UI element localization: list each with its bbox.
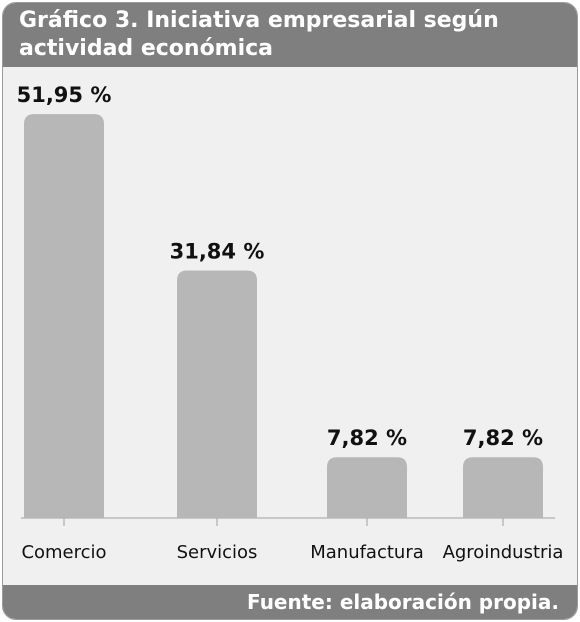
chart-footer: Fuente: elaboración propia. xyxy=(3,585,577,619)
value-label-manufactura: 7,82 % xyxy=(327,426,407,450)
bar-agroindustria xyxy=(463,457,543,518)
value-label-comercio: 51,95 % xyxy=(17,83,112,107)
bar-chart: 51,95 % Comercio 31,84 % Servicios 7,82 % Man… xyxy=(17,83,564,563)
category-label-servicios: Servicios xyxy=(177,542,258,563)
bar-comercio xyxy=(24,114,104,519)
chart-title: Gráfico 3. Iniciativa empresarial según … xyxy=(19,8,499,61)
source-note: Fuente: elaboración propia. xyxy=(247,590,559,614)
value-label-servicios: 31,84 % xyxy=(170,239,265,263)
category-label-comercio: Comercio xyxy=(21,542,106,563)
chart-header: Gráfico 3. Iniciativa empresarial según … xyxy=(3,3,577,67)
category-label-manufactura: Manufactura xyxy=(310,542,424,563)
bar-servicios xyxy=(177,270,257,518)
bar-manufactura xyxy=(327,457,407,518)
category-label-agroindustria: Agroindustria xyxy=(443,542,564,563)
value-label-agroindustria: 7,82 % xyxy=(463,426,543,450)
